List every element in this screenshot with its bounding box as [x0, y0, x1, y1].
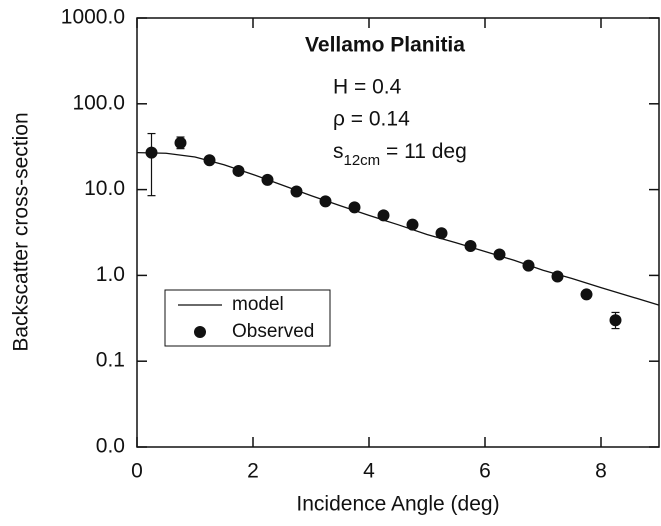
annotation-h: H = 0.4 — [333, 76, 402, 99]
observed-point — [232, 164, 245, 177]
y-tick-label: 10.0 — [84, 177, 125, 200]
y-axis-label: Backscatter cross-section — [10, 112, 33, 351]
model-line — [136, 151, 660, 306]
y-tick-label: 0.1 — [96, 349, 125, 372]
observed-point — [348, 201, 361, 214]
observed-point — [290, 185, 303, 198]
legend-box — [164, 289, 331, 347]
observed-point — [406, 218, 419, 231]
observed-point — [145, 146, 158, 159]
annotation-s-rest: = 11 deg — [380, 140, 467, 163]
annotation-s-main: s — [333, 140, 344, 163]
y-tick-label: 1.0 — [96, 263, 125, 286]
observed-point — [580, 288, 593, 301]
observed-point — [493, 248, 506, 261]
legend-label: model — [232, 294, 284, 315]
y-tick-label: 1000.0 — [61, 6, 125, 29]
annotation-title: Vellamo Planitia — [305, 34, 465, 57]
legend-label: Observed — [232, 321, 314, 342]
observed-point — [551, 270, 564, 283]
observed-point — [203, 154, 216, 167]
y-tick-label: 100.0 — [72, 91, 125, 114]
x-axis-label: Incidence Angle (deg) — [296, 493, 499, 516]
observed-point — [319, 195, 332, 208]
annotation-s: s12cm = 11 deg — [333, 140, 467, 169]
x-tick-label: 0 — [131, 460, 143, 483]
legend-marker — [194, 326, 206, 338]
x-tick-label: 8 — [595, 460, 607, 483]
observed-point — [377, 209, 390, 222]
plot-frame — [136, 17, 660, 448]
annotation-rho: ρ = 0.14 — [333, 108, 410, 131]
y-tick-label: 0.0 — [96, 435, 125, 458]
observed-point — [435, 227, 448, 240]
observed-point — [522, 259, 535, 272]
x-tick-label: 2 — [247, 460, 259, 483]
annotation-s-sub: 12cm — [344, 152, 381, 169]
observed-point — [609, 314, 622, 327]
x-tick-label: 6 — [479, 460, 491, 483]
x-tick-label: 4 — [363, 460, 375, 483]
observed-point — [464, 240, 477, 253]
observed-point — [261, 173, 274, 186]
observed-point — [174, 136, 187, 149]
